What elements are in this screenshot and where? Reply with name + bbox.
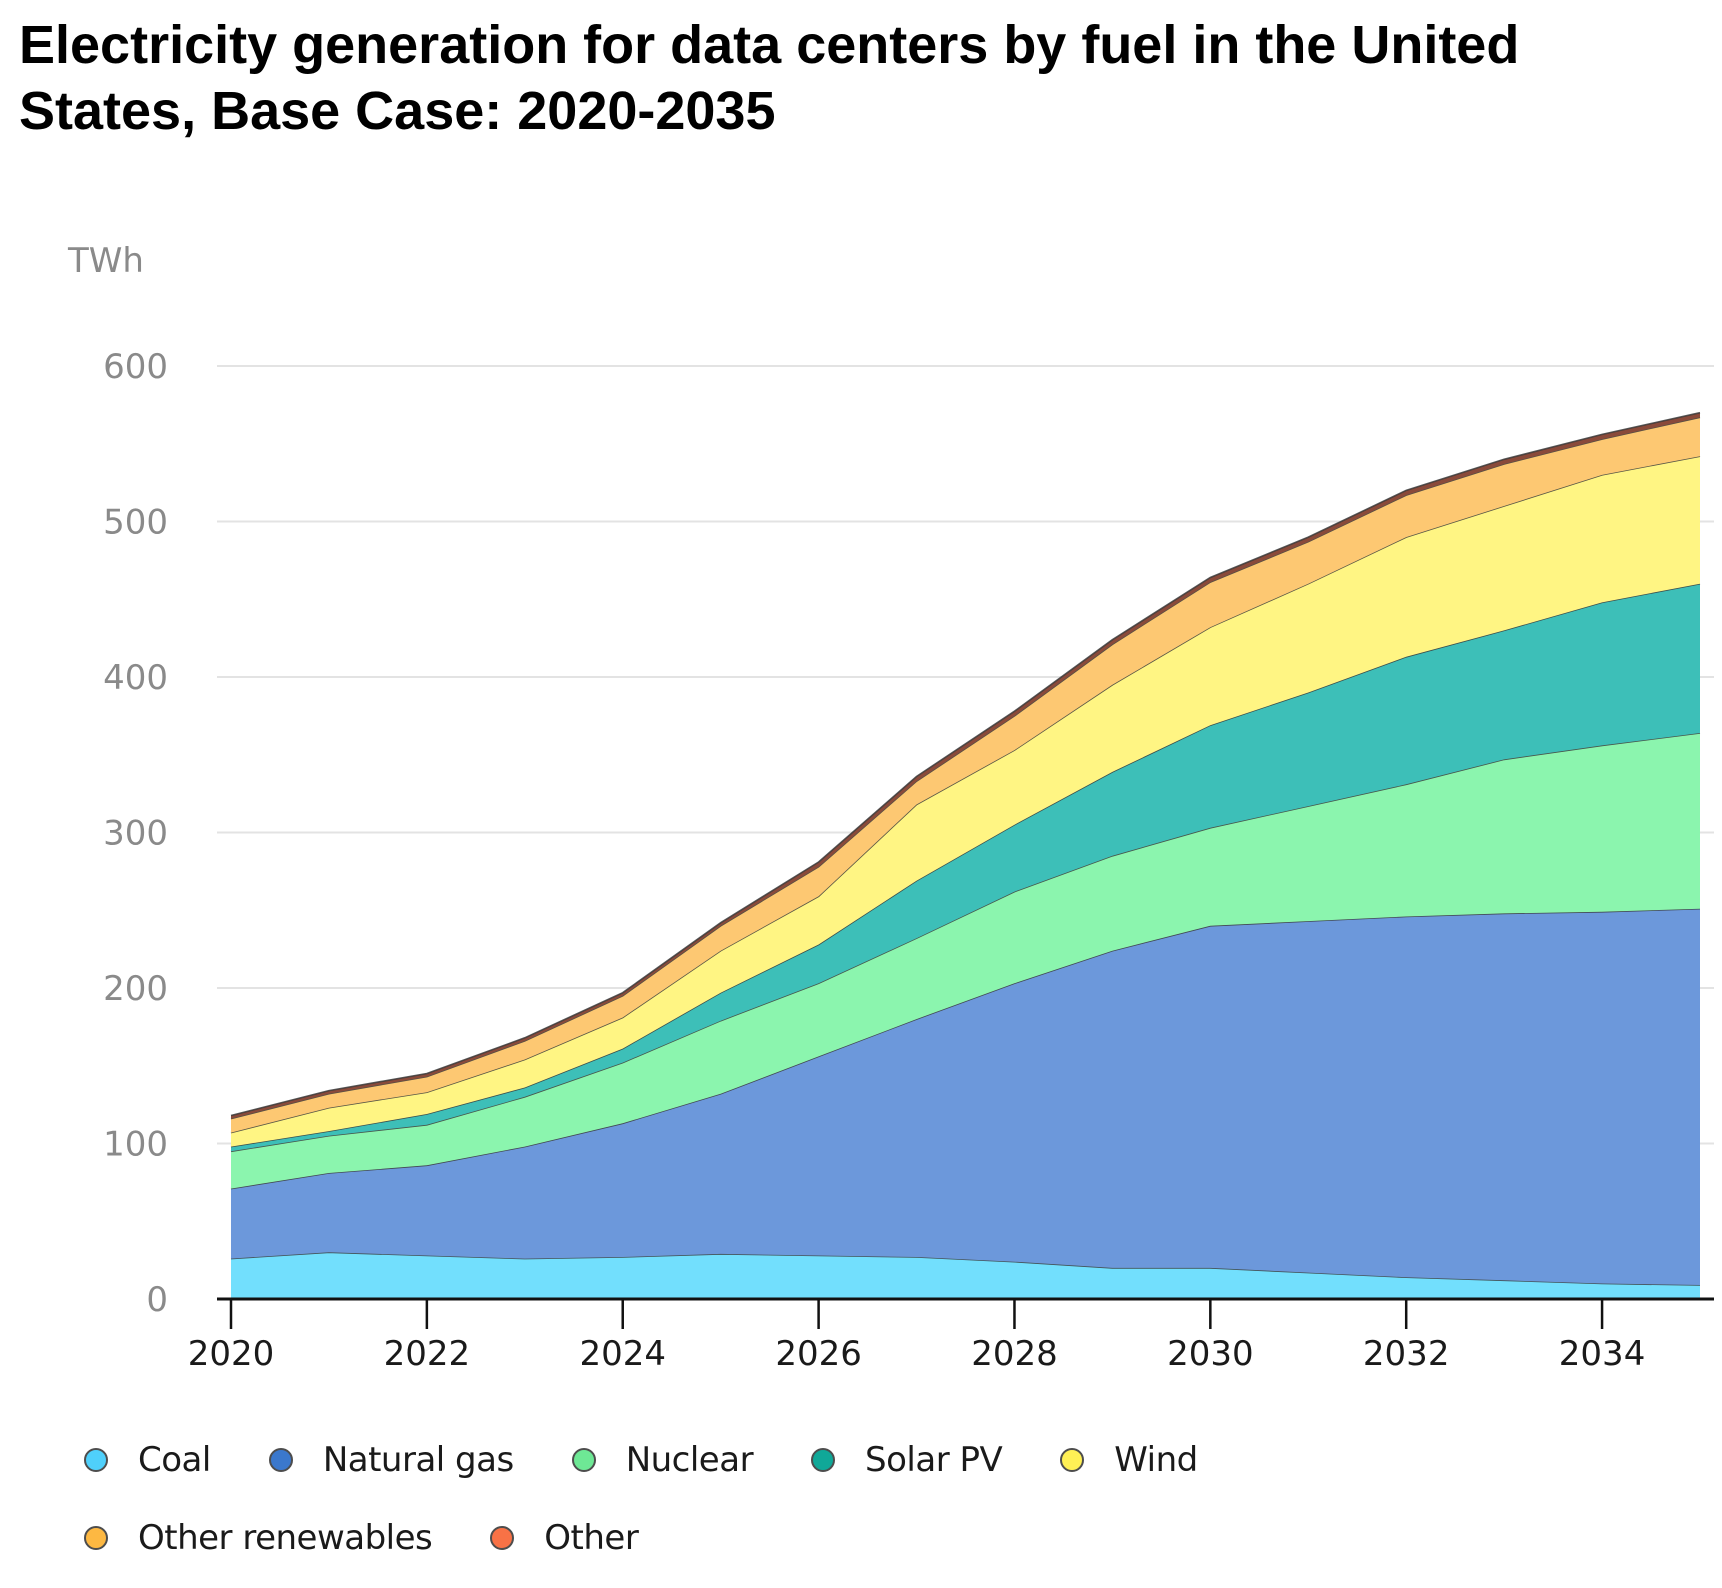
legend-label: Solar PV [865, 1440, 1003, 1480]
x-tick-label: 2034 [1559, 1334, 1646, 1374]
area-solar-pv [231, 583, 1700, 1152]
natural-gas-swatch-icon [268, 1448, 293, 1472]
legend-item-wind[interactable]: Wind [1060, 1440, 1198, 1480]
y-axis-tick-labels: 0 100 200 300 400 500 600 [103, 347, 168, 1320]
legend-row-1: Coal Natural gas Nuclear Solar PV Wind [84, 1432, 1584, 1488]
y-tick-label: 100 [103, 1125, 168, 1165]
x-tick-label: 2026 [775, 1334, 862, 1374]
y-tick-label: 500 [103, 503, 168, 543]
area-series [230, 411, 1701, 1299]
legend: Coal Natural gas Nuclear Solar PV Wind O… [84, 1432, 1584, 1588]
y-tick-label: 300 [103, 814, 168, 854]
legend-label: Wind [1114, 1440, 1198, 1480]
legend-item-other-renewables[interactable]: Other renewables [84, 1518, 433, 1558]
coal-swatch-icon [84, 1448, 108, 1472]
x-tick-label: 2022 [384, 1334, 471, 1374]
legend-label: Natural gas [322, 1440, 514, 1480]
legend-item-natural-gas[interactable]: Natural gas [268, 1440, 514, 1480]
legend-item-other[interactable]: Other [490, 1518, 639, 1558]
x-tick-label: 2030 [1167, 1334, 1254, 1374]
legend-item-solar-pv[interactable]: Solar PV [811, 1440, 1003, 1480]
x-tick-label: 2028 [971, 1334, 1058, 1374]
y-tick-label: 400 [103, 658, 168, 698]
legend-label: Other [544, 1518, 639, 1558]
stacked-area-chart: TWh 0 100 200 300 400 500 600 2020 2022 2024 2026… [67, 241, 1714, 1374]
area-wind [231, 456, 1700, 1147]
legend-row-2: Other renewables Other [84, 1510, 1584, 1566]
area-edge-other [230, 411, 1701, 1117]
legend-item-nuclear[interactable]: Nuclear [571, 1440, 754, 1480]
y-tick-label: 0 [146, 1280, 168, 1320]
other-renewables-swatch-icon [84, 1526, 108, 1550]
solar-pv-swatch-icon [811, 1448, 836, 1472]
area-coal [231, 1252, 1700, 1299]
nuclear-swatch-icon [571, 1448, 596, 1472]
y-axis-unit-label: TWh [67, 241, 144, 281]
wind-swatch-icon [1060, 1448, 1085, 1472]
chart-title: Electricity generation for data centers … [19, 15, 1520, 141]
area-nuclear [231, 733, 1700, 1189]
legend-item-coal[interactable]: Coal [84, 1440, 211, 1480]
x-tick-label: 2032 [1363, 1334, 1450, 1374]
x-tick-label: 2024 [579, 1334, 666, 1374]
area-natural-gas [231, 908, 1700, 1285]
legend-label: Coal [138, 1440, 211, 1480]
other-swatch-icon [490, 1526, 515, 1550]
legend-label: Nuclear [625, 1440, 754, 1480]
x-tick-label: 2020 [188, 1334, 275, 1374]
legend-label: Other renewables [138, 1518, 433, 1558]
area-other-renewables [231, 417, 1700, 1133]
y-tick-label: 600 [103, 347, 168, 387]
x-axis: 2020 2022 2024 2026 2028 2030 2032 2034 [188, 1297, 1714, 1374]
y-tick-label: 200 [103, 969, 168, 1009]
